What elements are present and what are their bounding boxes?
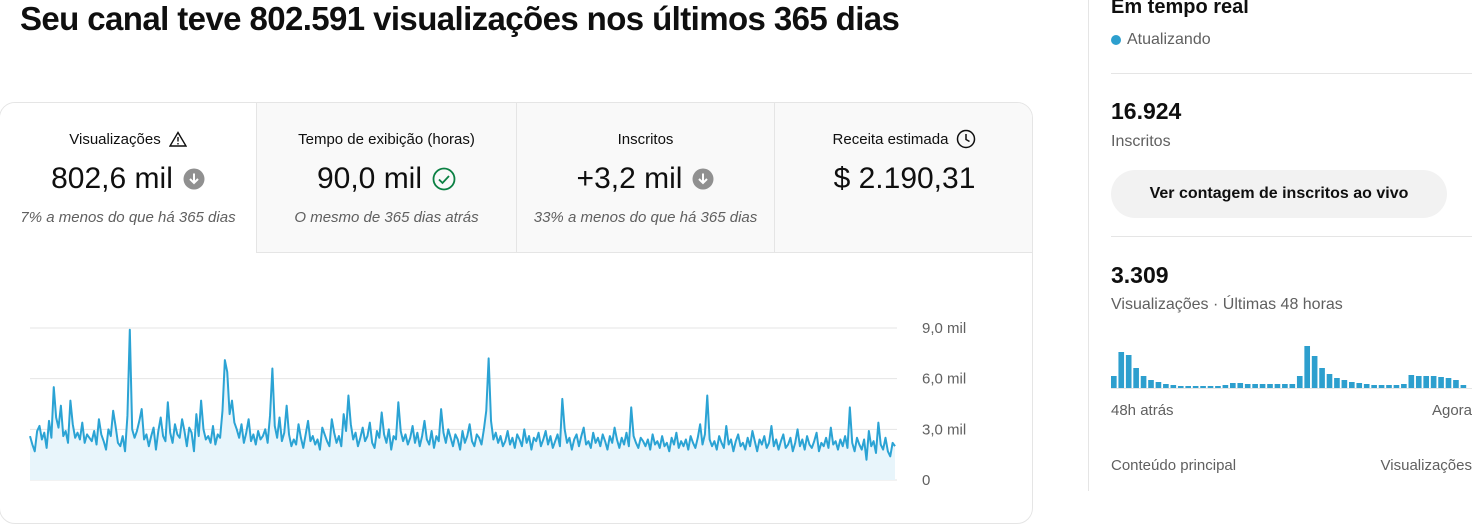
metric-label: Visualizações — [69, 130, 161, 148]
metric-label: Tempo de exibição (horas) — [298, 130, 475, 148]
bar — [1453, 380, 1459, 388]
end-label: Agora — [1431, 402, 1472, 419]
bar — [1430, 376, 1437, 388]
metric-value: $ 2.190,31 — [833, 162, 976, 195]
status-text: Atualizando — [1127, 31, 1211, 48]
bar — [1289, 384, 1296, 388]
bar — [1267, 384, 1273, 388]
bar — [1296, 376, 1303, 388]
bar — [1341, 380, 1348, 388]
bar — [1274, 384, 1281, 388]
bar — [1215, 386, 1221, 388]
bar — [1326, 374, 1333, 388]
bar — [1185, 386, 1192, 388]
live-count-button[interactable]: Ver contagem de inscritos ao vivo — [1111, 170, 1447, 218]
realtime-title: Em tempo real — [1111, 0, 1249, 18]
metric-label: Inscritos — [617, 130, 674, 148]
bar — [1311, 356, 1318, 388]
bar — [1222, 385, 1229, 388]
divider — [1088, 0, 1089, 491]
bar — [1244, 384, 1251, 388]
bar — [1386, 385, 1392, 388]
bar — [1118, 352, 1125, 388]
bar — [1319, 368, 1325, 388]
views-count: 3.309 — [1111, 262, 1169, 288]
button-label: Ver contagem de inscritos ao vivo — [1149, 185, 1409, 202]
bar — [1460, 385, 1467, 388]
bar — [1334, 378, 1340, 388]
bar — [1207, 386, 1214, 388]
metric-tab[interactable]: Inscritos +3,2 mil 33% a menos do que há… — [516, 103, 774, 253]
bar — [1438, 377, 1444, 388]
subscriber-label: Inscritos — [1111, 133, 1171, 150]
bar — [1111, 376, 1117, 388]
warning-icon — [168, 131, 187, 147]
bar — [1177, 386, 1184, 388]
status: Atualizando — [1111, 31, 1211, 49]
down-icon — [183, 168, 205, 190]
bar — [1252, 384, 1258, 388]
views-label: Visualizações · Últimas 48 horas — [1111, 296, 1343, 313]
bar — [1415, 376, 1422, 388]
bar — [1237, 383, 1244, 388]
bar — [1133, 368, 1139, 388]
bar — [1445, 378, 1452, 388]
top-content-column: Visualizações — [1380, 457, 1472, 474]
metric-label: Receita estimada — [832, 130, 949, 148]
metric-comparison: 7% a menos do que há 365 dias — [20, 209, 236, 226]
bar — [1163, 384, 1169, 388]
clock-icon — [957, 129, 976, 149]
down-icon — [692, 168, 714, 190]
bar — [1200, 386, 1206, 388]
metric-tab[interactable]: Visualizações 802,6 mil 7% a menos do qu… — [0, 103, 256, 253]
bar — [1349, 382, 1355, 388]
metric-comparison: 33% a menos do que há 365 dias — [533, 209, 758, 226]
live-dot — [1111, 35, 1121, 45]
bar — [1304, 346, 1311, 388]
bar — [1192, 386, 1199, 388]
bar — [1371, 385, 1377, 388]
bar — [1378, 385, 1385, 388]
bar — [1408, 375, 1415, 388]
check-icon — [432, 167, 456, 191]
bar — [1282, 384, 1288, 388]
bar — [1140, 376, 1147, 388]
bar — [1393, 385, 1400, 388]
metric-value: 90,0 mil — [316, 162, 423, 195]
metric-value: 802,6 mil — [51, 162, 173, 195]
metric-comparison: O mesmo de 365 dias atrás — [294, 209, 479, 226]
bar — [1356, 383, 1363, 388]
metrics-card: Visualizações 802,6 mil 7% a menos do qu… — [0, 102, 1033, 524]
bar — [1125, 355, 1132, 388]
bar — [1401, 384, 1407, 388]
divider — [1111, 73, 1472, 74]
metric-tab[interactable]: Receita estimada $ 2.190,31 — [774, 103, 1032, 253]
page-title: Seu canal teve 802.591 visualizações nos… — [20, 0, 900, 37]
bar — [1170, 385, 1177, 388]
bar — [1363, 384, 1370, 388]
metric-value: +3,2 mil — [576, 162, 683, 195]
metric-tab[interactable]: Tempo de exibição (horas) 90,0 mil O mes… — [256, 103, 516, 253]
bar — [1423, 376, 1430, 388]
bar — [1148, 380, 1154, 388]
bar — [1155, 382, 1162, 388]
top-content-label: Conteúdo principal — [1111, 457, 1237, 474]
start-label: 48h atrás — [1111, 402, 1174, 419]
divider — [1111, 236, 1472, 237]
bar — [1230, 383, 1236, 388]
bar — [1259, 384, 1266, 388]
subscriber-count: 16.924 — [1111, 98, 1182, 124]
